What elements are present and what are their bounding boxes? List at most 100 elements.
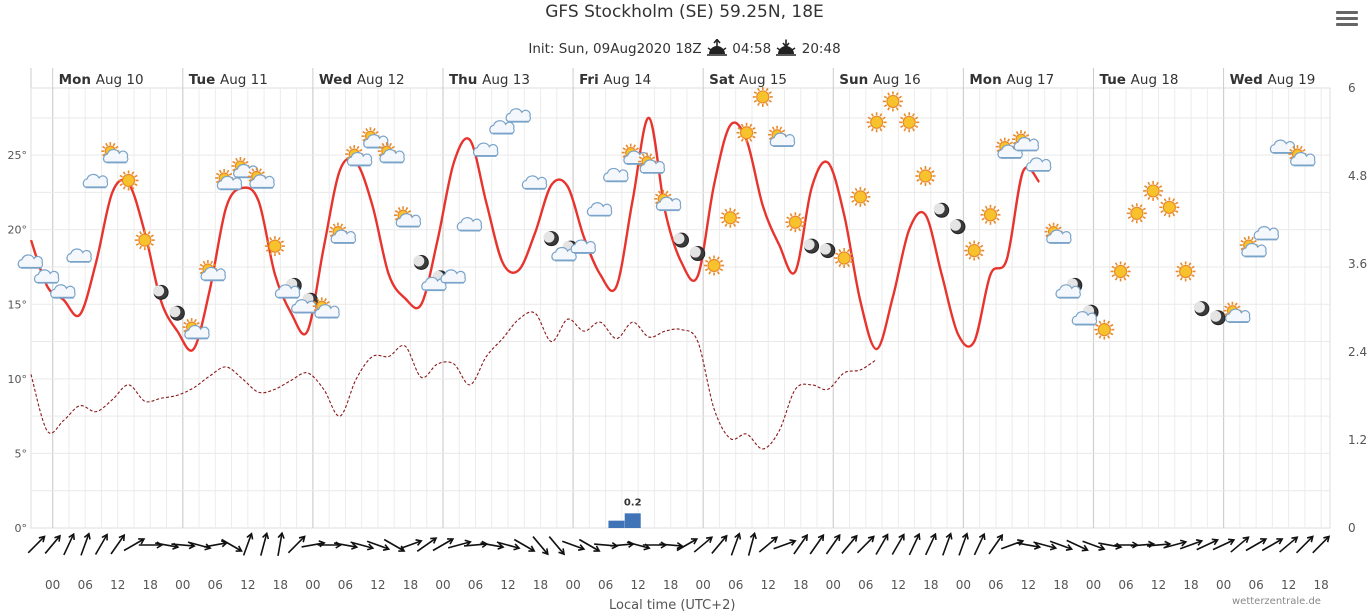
- wind-shaft: [155, 542, 178, 548]
- sun-ray: [914, 116, 919, 120]
- sun-ray: [196, 321, 200, 325]
- precip-bar: [608, 520, 625, 528]
- wind-arrow: [1163, 539, 1188, 549]
- cloud-shape: [655, 196, 682, 211]
- wind-shaft: [610, 543, 633, 547]
- cloud-shape: [249, 174, 275, 189]
- wind-arrow: [693, 536, 714, 553]
- wind-shaft: [1098, 542, 1121, 548]
- sun-disc: [121, 173, 136, 188]
- hour-tick-label: 00: [956, 578, 971, 592]
- wind-head: [850, 534, 858, 542]
- cloud-shape: [314, 304, 340, 318]
- cloud-shape: [505, 108, 531, 122]
- sun-ray: [641, 153, 645, 157]
- hour-tick-label: 12: [500, 578, 515, 592]
- wind-shaft: [711, 536, 727, 554]
- sun-ray: [719, 268, 724, 272]
- cloud-shape: [66, 248, 92, 263]
- hour-tick-label: 00: [305, 578, 320, 592]
- moon-cloud-icon: [1071, 304, 1099, 326]
- wind-shaft: [1130, 543, 1153, 547]
- wind-shaft: [80, 534, 90, 556]
- sun-disc: [1113, 264, 1128, 279]
- day-label: Wed Aug 19: [1230, 72, 1316, 88]
- sun-ray: [397, 207, 401, 211]
- wind-head: [1242, 536, 1250, 544]
- moon-icon: [169, 305, 185, 321]
- wind-shaft: [891, 535, 904, 555]
- wind-head: [528, 545, 536, 552]
- sun-ray: [968, 241, 972, 245]
- wind-shaft: [561, 540, 584, 550]
- sun-ray: [199, 271, 204, 275]
- wind-head: [83, 532, 91, 540]
- sun-cloud-icon: [377, 142, 405, 164]
- sun-ray: [119, 174, 123, 178]
- sun-ray: [789, 213, 793, 217]
- wind-arrow: [942, 532, 953, 556]
- sun-disc: [837, 251, 851, 265]
- sun-ray: [394, 210, 399, 213]
- moon-icon: [689, 246, 706, 262]
- sun-ray: [251, 168, 255, 172]
- hour-tick-label: 18: [793, 578, 808, 592]
- hour-tick-label: 00: [565, 578, 580, 592]
- wind-arrow: [1000, 539, 1025, 550]
- moon-icon: [1193, 301, 1210, 317]
- wind-shaft: [171, 543, 194, 547]
- sun-ray: [996, 148, 1000, 152]
- sun-ray: [215, 172, 220, 176]
- cloud-icon: [505, 108, 531, 123]
- cloud-shape: [521, 175, 548, 190]
- wind-shaft: [747, 534, 756, 556]
- wind-arrow: [659, 541, 684, 550]
- sun-ray: [999, 138, 1003, 142]
- y-right-tick: 2.4: [1348, 345, 1367, 359]
- wind-head: [1211, 538, 1220, 546]
- moon-icon: [673, 232, 689, 248]
- sun-disc: [1179, 264, 1193, 279]
- sun-ray: [1172, 198, 1176, 202]
- cloud-shape: [50, 284, 76, 298]
- wind-arrow: [1179, 539, 1204, 550]
- hour-tick-label: 12: [891, 578, 906, 592]
- wind-shaft: [924, 534, 936, 556]
- hour-tick-label: 06: [988, 578, 1003, 592]
- sun-ray: [378, 153, 382, 157]
- sun-cloud-icon: [247, 167, 275, 189]
- menu-icon[interactable]: [1336, 8, 1358, 28]
- sun-disc: [1130, 206, 1144, 220]
- wind-shaft: [973, 534, 985, 556]
- sun-ray: [733, 223, 736, 227]
- cloud-shape: [395, 213, 422, 227]
- wind-head: [867, 535, 875, 543]
- sun-ray: [112, 142, 116, 147]
- wind-arrow: [123, 538, 146, 552]
- sun-ray: [232, 160, 236, 164]
- sun-ray: [135, 234, 140, 238]
- wind-arrow: [94, 533, 108, 555]
- wind-head: [38, 535, 46, 543]
- grid: [30, 87, 1331, 529]
- wind-head: [298, 535, 306, 543]
- y-right-tick: 6: [1348, 81, 1356, 95]
- sun-disc: [788, 215, 802, 229]
- sun-ray: [635, 147, 639, 151]
- cloud-icon: [521, 175, 548, 190]
- sun-ray: [139, 231, 143, 235]
- hour-tick-label: 18: [1314, 578, 1329, 592]
- sun-ray: [965, 253, 969, 257]
- sun-ray: [916, 178, 920, 182]
- sun-ray: [996, 141, 1000, 145]
- cloud-icon: [440, 269, 466, 284]
- wind-arrow: [480, 542, 505, 550]
- sun-ray: [342, 226, 347, 230]
- sun-ray: [768, 129, 773, 133]
- sun-ray: [863, 187, 867, 192]
- sun-ray: [1045, 226, 1049, 230]
- cloud-shape: [440, 269, 466, 284]
- sun-ray: [724, 223, 728, 227]
- cloud-icon: [603, 167, 629, 183]
- hour-tick-label: 18: [663, 578, 678, 592]
